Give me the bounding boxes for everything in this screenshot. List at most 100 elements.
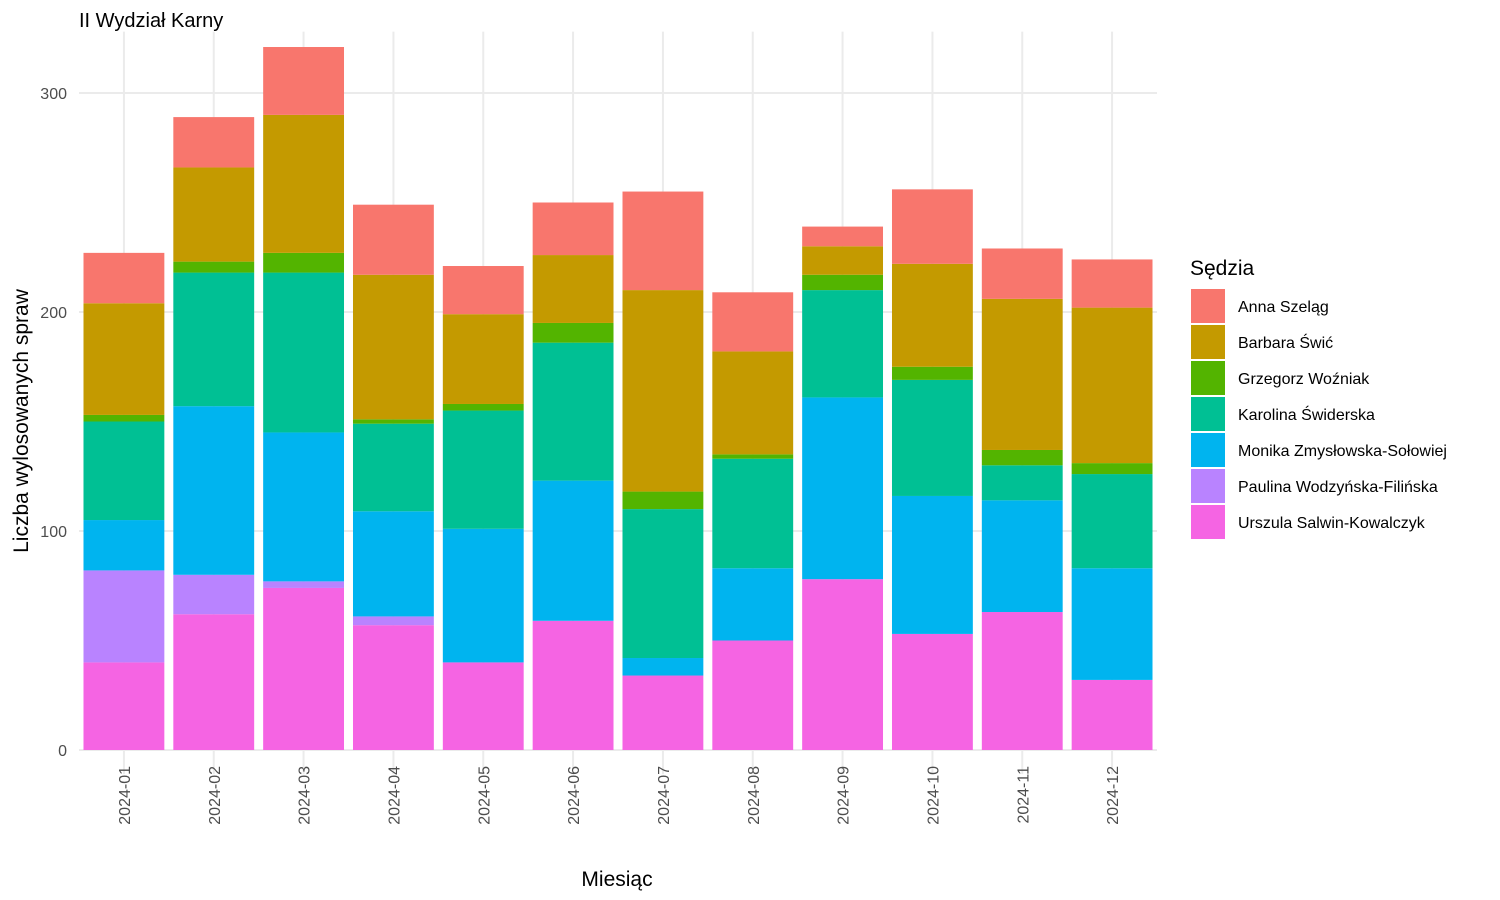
y-tick-labels: 0 100 200 300 — [40, 86, 67, 760]
x-tick-label: 2024-08 — [746, 766, 763, 825]
x-tick-label: 2024-01 — [117, 766, 134, 825]
bar-segment — [532, 620, 614, 750]
bar-segment — [83, 303, 165, 415]
bar-segment — [352, 274, 434, 420]
bar-segment — [532, 255, 614, 323]
bar-segment — [263, 581, 345, 588]
legend-label: Grzegorz Woźniak — [1238, 371, 1370, 388]
bar-segment — [712, 292, 794, 352]
bar-segment — [532, 322, 614, 343]
bar-segment — [1071, 259, 1153, 308]
bar-segment — [1071, 679, 1153, 750]
bar-segment — [263, 272, 345, 433]
bar-segment — [891, 263, 973, 367]
bar-segment — [352, 511, 434, 617]
bar-segment — [442, 410, 524, 529]
bar-segment — [173, 574, 255, 615]
bar-segment — [891, 366, 973, 380]
bar-segment — [802, 246, 884, 275]
bars — [83, 47, 1153, 750]
bar-segment — [622, 509, 704, 659]
bar-segment — [712, 454, 794, 459]
bar-segment — [442, 266, 524, 315]
y-tick-label: 0 — [58, 743, 67, 760]
bar-segment — [712, 458, 794, 569]
bar-segment — [442, 403, 524, 411]
bar-segment — [173, 261, 255, 273]
legend-swatch — [1191, 469, 1225, 503]
bar-segment — [1071, 463, 1153, 475]
bar-segment — [891, 495, 973, 634]
bar-segment — [442, 528, 524, 663]
bar-segment — [1071, 568, 1153, 680]
x-tick-label: 2024-04 — [386, 766, 403, 825]
legend-label: Karolina Świderska — [1238, 405, 1375, 424]
y-tick-label: 200 — [40, 305, 67, 322]
legend-swatch — [1191, 433, 1225, 467]
legend-swatch — [1191, 361, 1225, 395]
bar-segment — [712, 640, 794, 750]
legend-label: Anna Szeląg — [1238, 299, 1329, 316]
bar-segment — [352, 616, 434, 626]
bar-segment — [352, 423, 434, 512]
bar-segment — [802, 274, 884, 291]
bar-segment — [352, 625, 434, 750]
x-tick-label: 2024-10 — [925, 766, 942, 825]
bar-segment — [712, 568, 794, 641]
legend: Sędzia Anna Szeląg Barbara Świć Grzegorz W… — [1190, 257, 1447, 539]
legend-swatch — [1191, 505, 1225, 539]
bar-segment — [263, 432, 345, 582]
bar-segment — [622, 491, 704, 510]
legend-label: Urszula Salwin-Kowalczyk — [1238, 515, 1426, 532]
bar-segment — [1071, 307, 1153, 464]
bar-segment — [173, 272, 255, 407]
y-axis-title: Liczba wylosowanych spraw — [10, 288, 33, 553]
bar-segment — [532, 342, 614, 481]
bar-segment — [263, 587, 345, 750]
bar-segment — [981, 248, 1063, 299]
legend-swatch — [1191, 289, 1225, 323]
chart-title: II Wydział Karny — [79, 10, 223, 32]
bar-segment — [981, 465, 1063, 501]
bar-segment — [622, 290, 704, 492]
legend-title: Sędzia — [1190, 257, 1255, 280]
bar-segment — [622, 658, 704, 676]
y-tick-label: 100 — [40, 524, 67, 541]
bar-segment — [442, 662, 524, 750]
bar-segment — [891, 379, 973, 496]
x-tick-label: 2024-11 — [1015, 766, 1032, 824]
bar-segment — [1071, 474, 1153, 569]
legend-label: Paulina Wodzyńska-Filińska — [1238, 479, 1438, 496]
bar-segment — [173, 167, 255, 262]
bar-segment — [83, 414, 165, 422]
bar-segment — [442, 314, 524, 404]
bar-segment — [981, 500, 1063, 613]
bar-segment — [891, 633, 973, 750]
bar-segment — [532, 202, 614, 256]
bar-segment — [802, 226, 884, 247]
bar-segment — [802, 579, 884, 750]
bar-segment — [712, 351, 794, 455]
bar-segment — [891, 189, 973, 264]
bar-segment — [173, 614, 255, 750]
bar-segment — [352, 204, 434, 275]
legend-swatch — [1191, 325, 1225, 359]
bar-segment — [173, 406, 255, 575]
x-tick-label: 2024-06 — [566, 766, 583, 825]
bar-segment — [352, 419, 434, 424]
x-axis-title: Miesiąc — [581, 868, 652, 891]
bar-segment — [622, 675, 704, 750]
bar-segment — [83, 520, 165, 571]
bar-segment — [83, 570, 165, 663]
bar-segment — [83, 421, 165, 521]
bar-segment — [981, 298, 1063, 450]
bar-segment — [263, 114, 345, 253]
x-tick-label: 2024-03 — [297, 766, 314, 825]
legend-label: Monika Zmysłowska-Sołowiej — [1238, 443, 1447, 460]
bar-segment — [802, 397, 884, 580]
bar-segment — [263, 47, 345, 115]
bar-segment — [173, 117, 255, 168]
bar-segment — [981, 449, 1063, 466]
legend-label: Barbara Świć — [1238, 333, 1333, 352]
